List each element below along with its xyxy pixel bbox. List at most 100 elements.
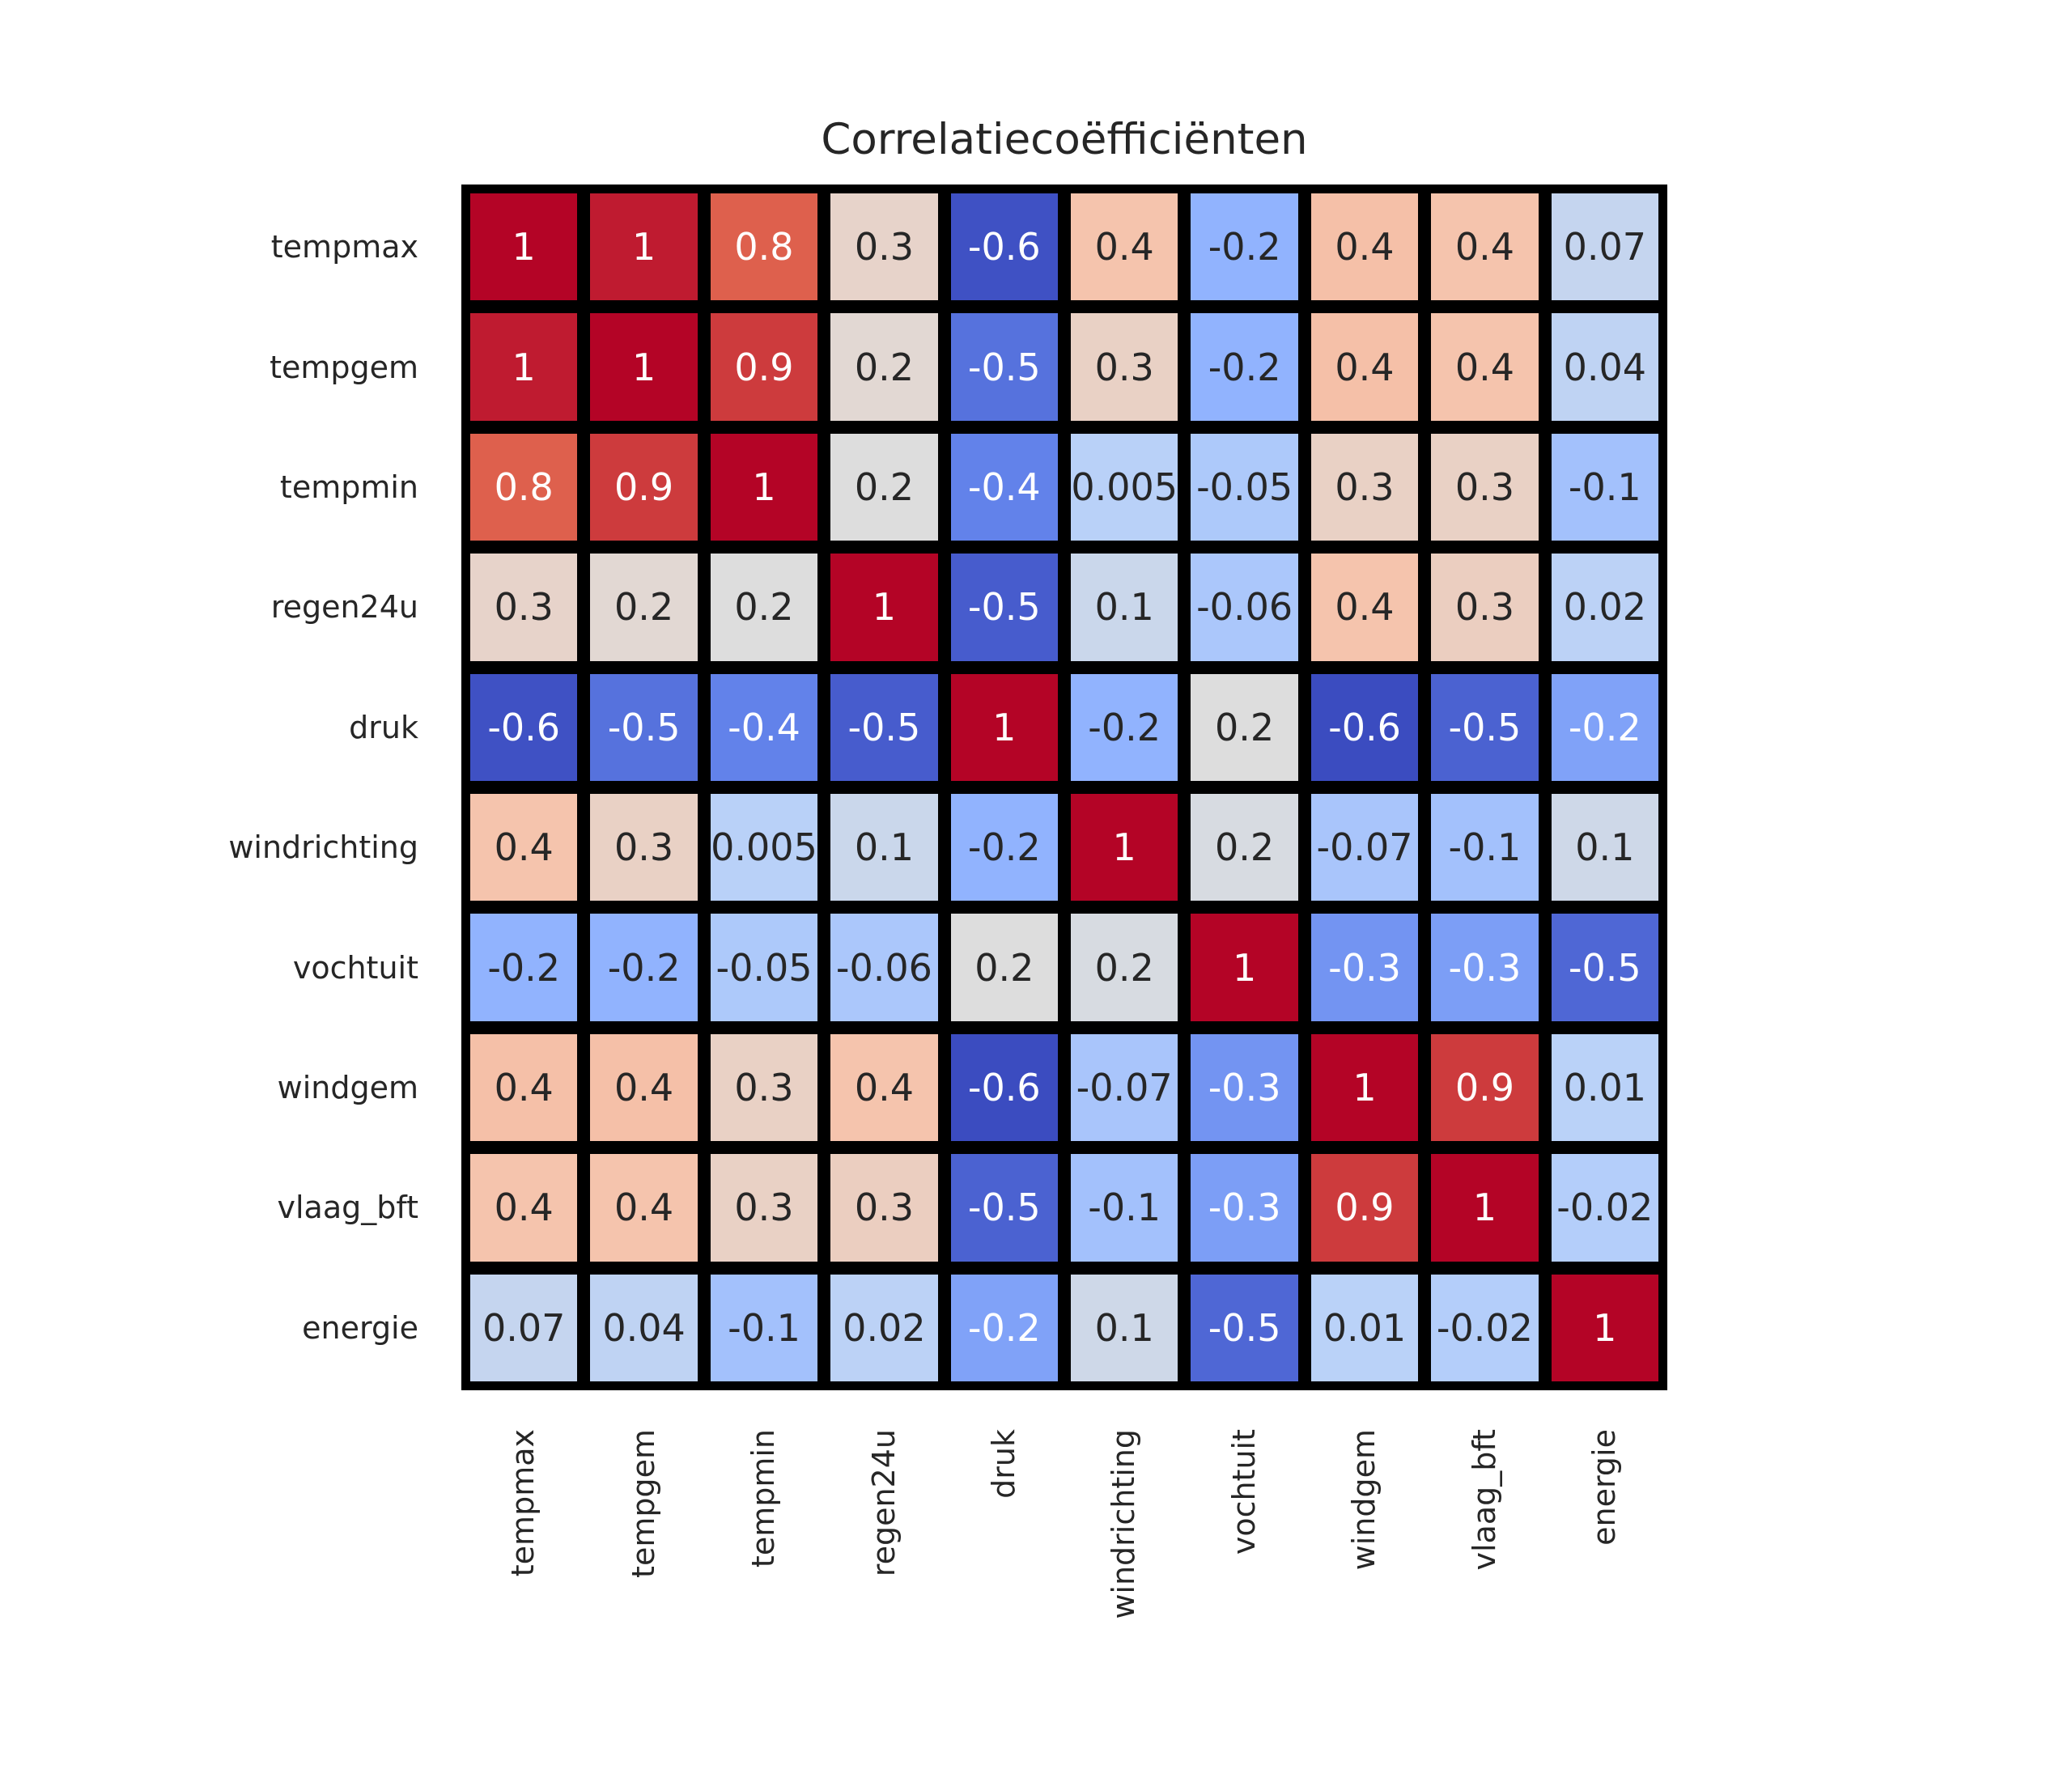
heatmap-cell: -0.05 xyxy=(710,914,818,1021)
cell-value: -0.5 xyxy=(1568,945,1641,990)
x-tick-label: vlaag_bft xyxy=(1431,1429,1538,1769)
heatmap-cell: 1 xyxy=(1191,914,1298,1021)
heatmap-cell: -0.2 xyxy=(1191,193,1298,301)
heatmap-cell: -0.07 xyxy=(1070,1033,1178,1142)
heatmap-cell: -0.5 xyxy=(830,673,938,781)
cell-value: 0.9 xyxy=(614,465,674,509)
y-tick-label: tempmax xyxy=(270,229,418,265)
heatmap-cell: -0.1 xyxy=(1551,433,1658,541)
y-tick-label: windgem xyxy=(277,1069,418,1105)
cell-value: 0.9 xyxy=(1454,1065,1514,1109)
cell-value: 0.005 xyxy=(1071,465,1178,509)
heatmap-cell: -0.2 xyxy=(950,793,1058,901)
heatmap-cell: -0.2 xyxy=(950,1274,1058,1381)
cell-value: 0.02 xyxy=(843,1305,926,1350)
cell-value: -0.2 xyxy=(967,1305,1041,1350)
heatmap-cell: -0.2 xyxy=(1551,673,1658,781)
cell-value: -0.5 xyxy=(967,345,1041,389)
heatmap-cell: 0.4 xyxy=(1310,313,1419,421)
heatmap-cell: -0.5 xyxy=(950,1154,1058,1262)
cell-value: -0.05 xyxy=(1196,465,1293,509)
cell-value: -0.1 xyxy=(728,1305,800,1350)
cell-value: 0.9 xyxy=(734,345,794,389)
cell-value: 0.3 xyxy=(1454,585,1514,630)
heatmap-cell: 0.3 xyxy=(830,1154,938,1262)
heatmap-cell: 0.01 xyxy=(1551,1033,1658,1142)
cell-value: 0.2 xyxy=(1215,825,1275,870)
x-tick-label: windrichting xyxy=(1071,1429,1178,1769)
x-tick-label-text: vochtuit xyxy=(1225,1429,1262,1555)
cell-value: -0.3 xyxy=(1328,945,1401,990)
cell-value: -0.1 xyxy=(1568,465,1641,509)
cell-value: 0.1 xyxy=(1575,825,1635,870)
cell-value: 1 xyxy=(512,345,536,389)
heatmap-cell: -0.07 xyxy=(1310,793,1419,901)
y-tick-label: druk xyxy=(349,709,418,745)
heatmap-cell: -0.4 xyxy=(710,673,818,781)
cell-value: 0.4 xyxy=(614,1065,674,1109)
cell-value: 1 xyxy=(512,225,536,269)
heatmap-cell: 0.3 xyxy=(830,193,938,301)
cell-value: -0.02 xyxy=(1556,1186,1654,1230)
cell-value: 0.4 xyxy=(494,1065,554,1109)
heatmap-cell: 1 xyxy=(1551,1274,1658,1381)
heatmap-cell: 0.4 xyxy=(1070,193,1178,301)
cell-value: 1 xyxy=(992,705,1017,749)
x-tick-label: druk xyxy=(951,1429,1058,1769)
cell-value: -0.5 xyxy=(1208,1305,1281,1350)
y-tick-label: tempmin xyxy=(279,469,418,505)
heatmap-cell: 1 xyxy=(590,193,698,301)
cell-value: 1 xyxy=(872,585,897,630)
cell-value: -0.2 xyxy=(487,945,561,990)
heatmap-cell: 0.9 xyxy=(1310,1154,1419,1262)
heatmap-cell: -0.2 xyxy=(1191,313,1298,421)
x-tick-label: regen24u xyxy=(830,1429,937,1769)
heatmap-cell: -0.3 xyxy=(1431,914,1539,1021)
cell-value: 1 xyxy=(1472,1186,1497,1230)
x-tick-label-text: windgem xyxy=(1346,1429,1382,1571)
heatmap-cell: -0.05 xyxy=(1191,433,1298,541)
heatmap-cell: -0.5 xyxy=(950,554,1058,661)
x-tick-label-text: druk xyxy=(986,1429,1022,1499)
heatmap-cell: 0.4 xyxy=(1310,554,1419,661)
heatmap-cell: 0.3 xyxy=(470,554,578,661)
cell-value: 0.4 xyxy=(614,1186,674,1230)
heatmap-cell: 0.4 xyxy=(590,1154,698,1262)
heatmap-cell: -0.5 xyxy=(1431,673,1539,781)
heatmap-cell: 1 xyxy=(470,313,578,421)
cell-value: 0.4 xyxy=(494,1186,554,1230)
heatmap-cell: 0.3 xyxy=(1070,313,1178,421)
heatmap-cell: 0.3 xyxy=(1310,433,1419,541)
figure: Correlatiecoëfficiënten 1 1 0.8 0.3 -0.6 0.4-… xyxy=(228,115,1667,1619)
heatmap-cell: -0.06 xyxy=(830,914,938,1021)
cell-value: 0.3 xyxy=(734,1065,794,1109)
cell-value: -0.3 xyxy=(1208,1065,1281,1109)
cell-value: 0.9 xyxy=(1335,1186,1395,1230)
heatmap-cell: 1 xyxy=(470,193,578,301)
heatmap-cell: -0.6 xyxy=(950,193,1058,301)
heatmap-cell: 0.4 xyxy=(470,1154,578,1262)
cell-value: -0.02 xyxy=(1436,1305,1533,1350)
cell-value: 0.3 xyxy=(1335,465,1395,509)
heatmap-cell: -0.5 xyxy=(1551,914,1658,1021)
cell-value: 0.04 xyxy=(1563,345,1646,389)
heatmap-cell: -0.2 xyxy=(590,914,698,1021)
heatmap-cell: 1 xyxy=(1431,1154,1539,1262)
y-tick-label: tempgem xyxy=(270,349,418,385)
heatmap-cell: 0.8 xyxy=(470,433,578,541)
cell-value: 0.4 xyxy=(1454,225,1514,269)
cell-value: -0.6 xyxy=(1328,705,1401,749)
cell-value: 1 xyxy=(631,225,656,269)
heatmap-cell: 0.1 xyxy=(1551,793,1658,901)
cell-value: 0.3 xyxy=(614,825,674,870)
cell-value: -0.2 xyxy=(967,825,1041,870)
y-tick-label: vlaag_bft xyxy=(277,1190,418,1226)
heatmap-cell: 0.2 xyxy=(830,433,938,541)
cell-value: 0.4 xyxy=(1335,225,1395,269)
x-tick-label: tempmin xyxy=(711,1429,817,1769)
cell-value: 1 xyxy=(1232,945,1257,990)
cell-value: 0.02 xyxy=(1563,585,1646,630)
cell-value: 0.01 xyxy=(1563,1065,1646,1109)
heatmap-cell: -0.02 xyxy=(1551,1154,1658,1262)
chart-title: Correlatiecoëfficiënten xyxy=(821,115,1308,164)
